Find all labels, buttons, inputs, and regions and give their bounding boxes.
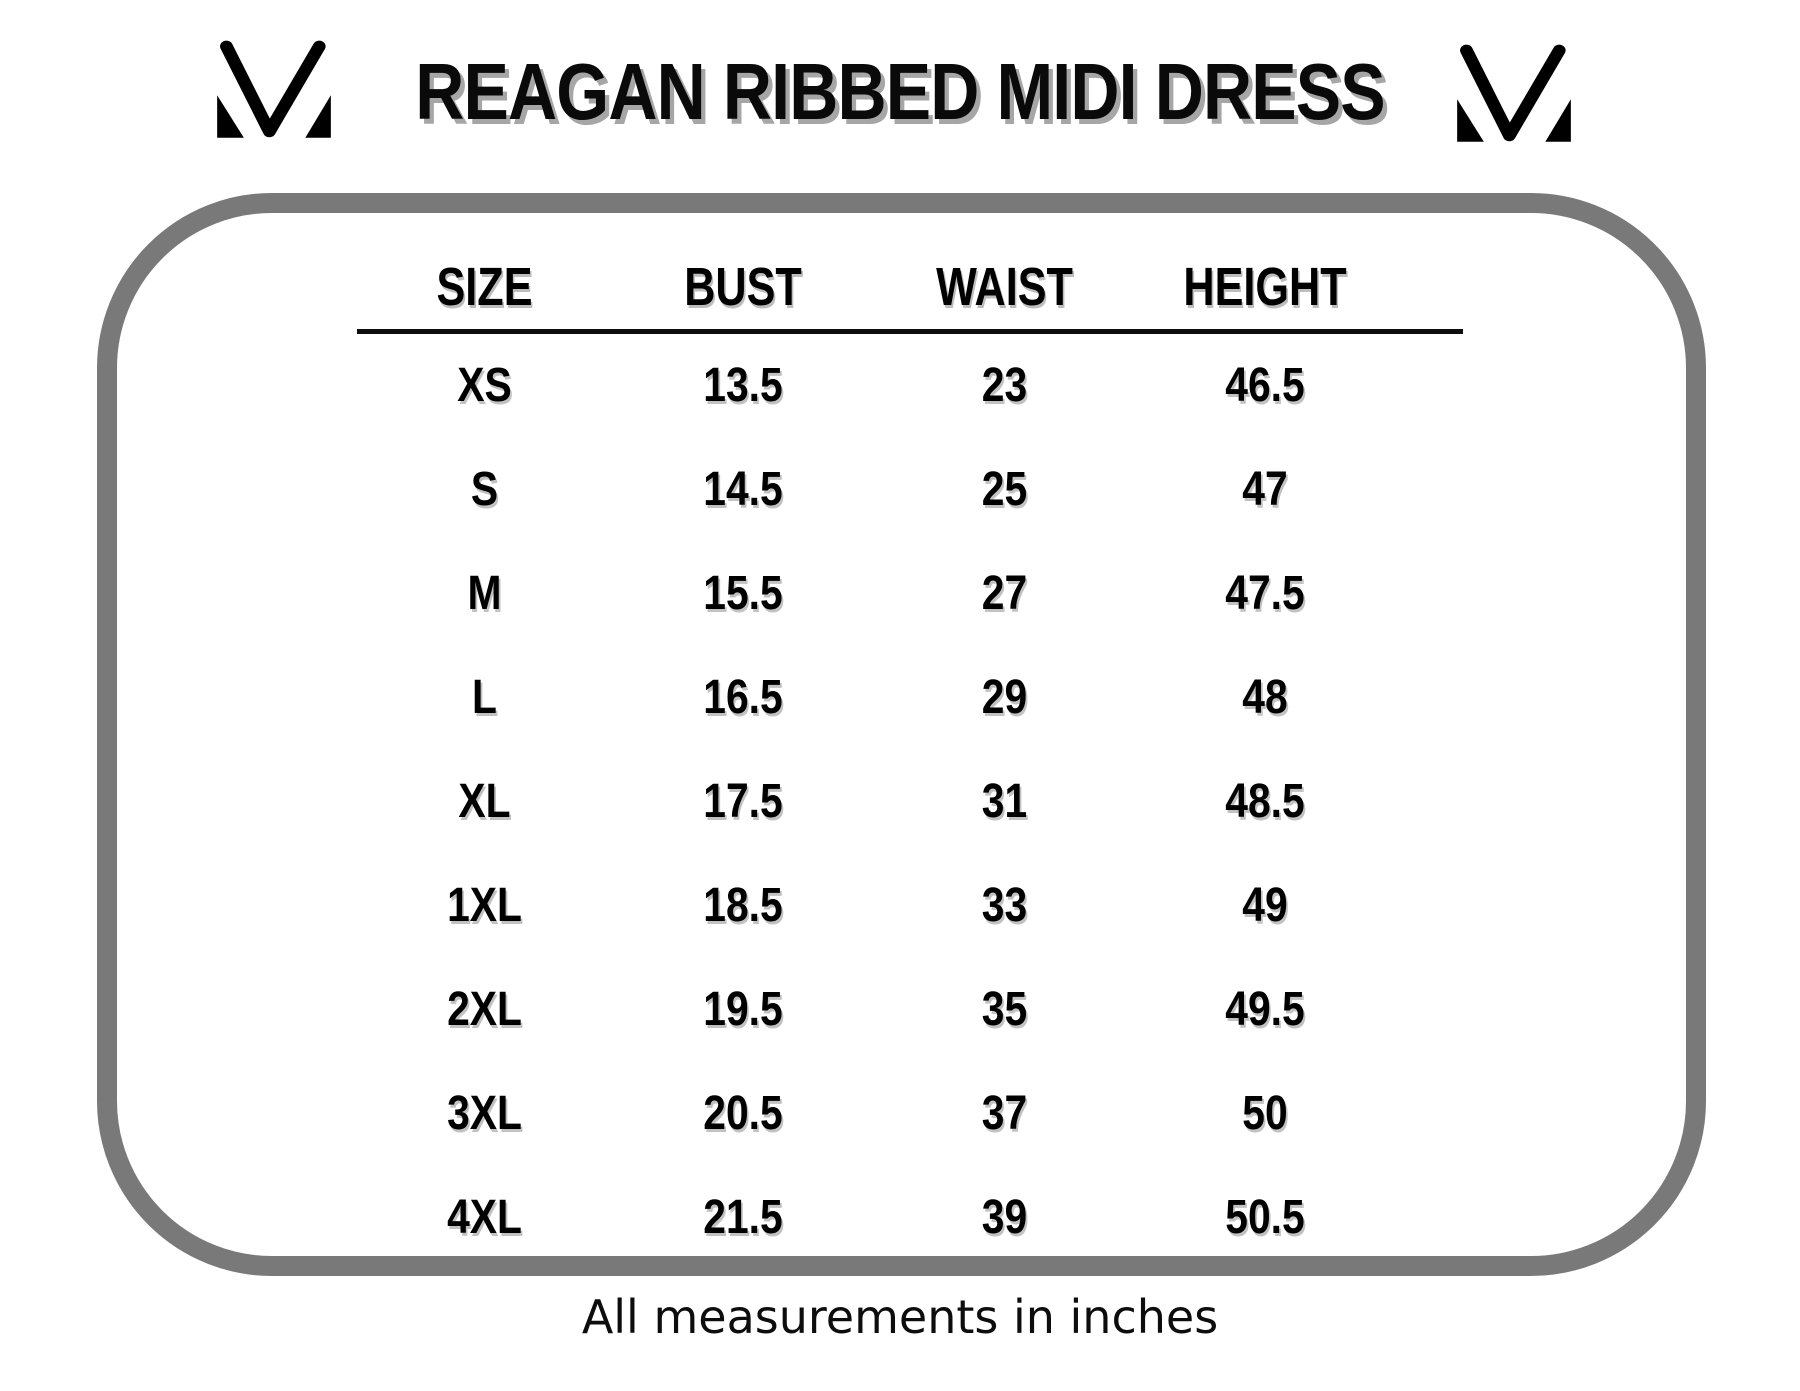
waist-cell: 31 (981, 775, 1028, 828)
size-cell: XS (457, 359, 512, 412)
bust-cell: 17.5 (703, 775, 783, 828)
bust-cell: 16.5 (703, 671, 783, 724)
size-cell: S (470, 463, 499, 516)
height-cell: 50 (1242, 1087, 1288, 1140)
size-cell: 1XL (447, 879, 522, 932)
size-cell: 3XL (447, 1087, 522, 1140)
bust-cell: 18.5 (703, 879, 783, 932)
brand-logo-right-icon (1457, 44, 1571, 142)
size-cell: L (472, 671, 497, 724)
table-header-row: SIZE BUST WAIST HEIGHT (357, 252, 1395, 322)
header-divider (357, 329, 1463, 334)
height-cell: 48 (1242, 671, 1288, 724)
waist-cell: 23 (981, 359, 1028, 412)
column-header-waist: WAIST (936, 257, 1073, 317)
height-cell: 47.5 (1225, 567, 1305, 620)
height-cell: 50.5 (1225, 1191, 1305, 1244)
waist-cell: 37 (981, 1087, 1028, 1140)
bust-cell: 14.5 (703, 463, 783, 516)
page-title: REAGAN RIBBED MIDI DRESS (415, 47, 1385, 136)
bust-cell: 13.5 (703, 359, 783, 412)
waist-cell: 25 (981, 463, 1028, 516)
size-chart-card (97, 193, 1706, 1276)
waist-cell: 27 (981, 567, 1028, 620)
waist-cell: 29 (981, 671, 1028, 724)
height-cell: 46.5 (1225, 359, 1305, 412)
measurements-note: All measurements in inches (581, 1290, 1219, 1344)
waist-cell: 33 (981, 879, 1028, 932)
height-cell: 49 (1242, 879, 1288, 932)
size-cell: 4XL (447, 1191, 522, 1244)
brand-logo-left-icon (217, 40, 331, 138)
column-header-height: HEIGHT (1183, 257, 1347, 317)
size-cell: XL (458, 775, 511, 828)
bust-cell: 15.5 (703, 567, 783, 620)
bust-cell: 21.5 (703, 1191, 783, 1244)
waist-cell: 35 (981, 983, 1028, 1036)
waist-cell: 39 (981, 1191, 1028, 1244)
bust-cell: 20.5 (703, 1087, 783, 1140)
column-header-size: SIZE (436, 257, 533, 317)
size-cell: M (467, 567, 502, 620)
column-header-bust: BUST (684, 257, 802, 317)
size-cell: 2XL (447, 983, 522, 1036)
bust-cell: 19.5 (703, 983, 783, 1036)
table-body: XS 13.5 23 46.5 S 14.5 25 47 M 15.5 27 4… (357, 334, 1395, 1270)
height-cell: 49.5 (1225, 983, 1305, 1036)
height-cell: 48.5 (1225, 775, 1305, 828)
height-cell: 47 (1242, 463, 1288, 516)
